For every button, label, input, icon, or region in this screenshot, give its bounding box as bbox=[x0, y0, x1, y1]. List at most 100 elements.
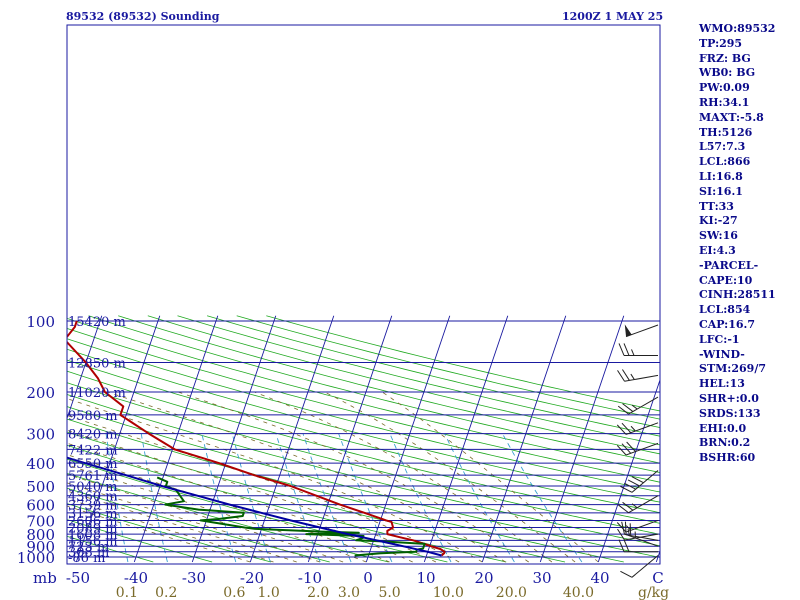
param-item: LI:16.8 bbox=[699, 169, 743, 183]
barb-full-flag bbox=[618, 539, 625, 552]
wind-barb bbox=[624, 324, 659, 338]
temperature-tick-label: -50 bbox=[66, 569, 90, 587]
param-item: CAPE:10 bbox=[699, 273, 753, 287]
wind-barb bbox=[617, 495, 659, 514]
barb-staff bbox=[625, 422, 659, 435]
mixing-ratio-line bbox=[502, 433, 583, 563]
barb-full-flag bbox=[622, 403, 634, 412]
temperature-tick-label: 30 bbox=[532, 569, 551, 587]
mixing-ratio-label: 20.0 bbox=[496, 585, 527, 600]
moist-adiabat bbox=[67, 442, 413, 563]
wind-barb bbox=[618, 343, 658, 356]
temperature-tick-label: 0 bbox=[363, 569, 373, 587]
param-item: STM:269/7 bbox=[699, 362, 766, 376]
height-label: 7422 m bbox=[68, 443, 118, 458]
dry-adiabat bbox=[118, 315, 660, 455]
mixing-ratio-line bbox=[302, 433, 352, 563]
barb-full-flag bbox=[620, 570, 633, 578]
param-item: LCL:866 bbox=[699, 155, 751, 169]
param-item: RH:34.1 bbox=[699, 95, 750, 109]
pressure-tick-label: 900 bbox=[26, 538, 55, 556]
param-item: HEL:13 bbox=[699, 377, 745, 391]
barb-full-flag bbox=[622, 501, 634, 511]
isotherm bbox=[365, 315, 451, 563]
param-item: SRDS:133 bbox=[699, 406, 761, 420]
moist-adiabat bbox=[107, 391, 506, 563]
param-item: -PARCEL- bbox=[699, 258, 759, 272]
param-item: LFC:-1 bbox=[699, 332, 740, 346]
temperature-tick-label: 40 bbox=[590, 569, 609, 587]
mixing-ratio-label: 2.0 bbox=[307, 585, 329, 600]
moist-adiabat bbox=[67, 415, 460, 563]
profiles bbox=[67, 320, 446, 557]
param-item: BRN:0.2 bbox=[699, 436, 751, 450]
plot-frame bbox=[66, 24, 661, 565]
barb-half-flag bbox=[630, 373, 635, 380]
moist-adiabat bbox=[67, 498, 274, 563]
height-label: 8420 m bbox=[68, 428, 118, 443]
height-label: 723 m bbox=[68, 540, 109, 555]
parcel-profile bbox=[67, 456, 442, 557]
dry-adiabat bbox=[67, 317, 660, 473]
isotherm bbox=[307, 315, 393, 563]
pressure-tick-label: 300 bbox=[26, 426, 55, 444]
param-item: WMO:89532 bbox=[699, 22, 776, 35]
dry-adiabat bbox=[67, 473, 389, 563]
barb-pennant bbox=[624, 324, 632, 337]
mixing-ratio-line bbox=[231, 433, 271, 563]
dry-adiabat bbox=[67, 503, 272, 563]
temperature-tick-label: 20 bbox=[474, 569, 493, 587]
isotherm bbox=[597, 378, 660, 563]
isotherm bbox=[481, 315, 567, 563]
temperature-profile bbox=[67, 320, 446, 557]
dewpoint-profile bbox=[156, 476, 426, 557]
moist-adiabat bbox=[67, 473, 344, 563]
wind-barb bbox=[617, 396, 659, 415]
mixing-ratio-label: 40.0 bbox=[563, 585, 594, 600]
param-item: CINH:28511 bbox=[699, 288, 776, 302]
dry-adiabat bbox=[67, 535, 154, 563]
wind-barbs bbox=[616, 324, 659, 578]
isotherm bbox=[423, 315, 509, 563]
barb-full-flag bbox=[623, 343, 630, 356]
dry-adiabat bbox=[67, 382, 660, 535]
dry-adiabat bbox=[67, 338, 660, 493]
param-item: FRZ: BG bbox=[699, 51, 751, 65]
barb-full-flag bbox=[624, 521, 627, 535]
param-item: KI:-27 bbox=[699, 214, 738, 228]
isotherm bbox=[75, 315, 161, 563]
mixing-ratio-label: 0.2 bbox=[155, 585, 177, 600]
height-label: 1156 m bbox=[68, 534, 118, 549]
mixing-ratio-line bbox=[338, 433, 393, 563]
pressure-tick-label: 400 bbox=[26, 455, 55, 473]
chart-title: 89532 (89532) Sounding bbox=[66, 10, 220, 23]
dry-adiabat bbox=[67, 328, 660, 483]
barb-full-flag bbox=[617, 405, 629, 415]
height-label: 5761 m bbox=[68, 469, 118, 484]
mixing-ratio-line bbox=[201, 433, 237, 563]
height-label: 15420 m bbox=[68, 315, 126, 330]
barb-staff bbox=[631, 555, 659, 578]
isotherm bbox=[249, 315, 335, 563]
height-label: 6550 m bbox=[68, 457, 118, 472]
barb-full-flag bbox=[616, 424, 627, 435]
barb-staff bbox=[625, 519, 659, 533]
dry-adiabat bbox=[67, 359, 660, 514]
param-item: L57:7.3 bbox=[699, 140, 746, 154]
parameter-list: WMO:89532 TP:295 FRZ: BG WB0: BG PW:0.09 RH:3… bbox=[699, 22, 799, 466]
isotherm bbox=[133, 315, 219, 563]
barb-full-flag bbox=[621, 521, 626, 535]
isotherm bbox=[67, 315, 103, 420]
dry-adiabat bbox=[67, 444, 507, 563]
barb-full-flag bbox=[617, 528, 625, 541]
wind-barb bbox=[617, 369, 659, 382]
mixing-ratio-label: 5.0 bbox=[378, 585, 400, 600]
wind-barb bbox=[617, 528, 659, 541]
param-item: SI:16.1 bbox=[699, 184, 743, 198]
dry-adiabat bbox=[67, 431, 566, 563]
moist-adiabat bbox=[67, 490, 297, 563]
param-item: TH:5126 bbox=[699, 125, 753, 139]
barb-staff bbox=[631, 470, 659, 493]
height-label: 4360 m bbox=[68, 490, 118, 505]
param-item: EI:4.3 bbox=[699, 243, 736, 257]
